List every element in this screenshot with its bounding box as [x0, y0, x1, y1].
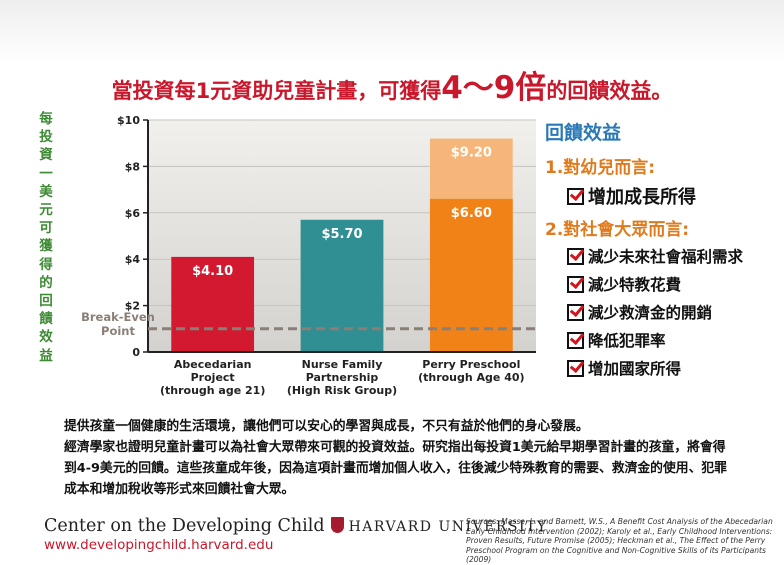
benefits-title: 回饋效益	[545, 122, 622, 144]
checkbox-checked-icon	[567, 247, 584, 265]
benefit-item-label: 減少未來社會福利需求	[588, 248, 744, 266]
title-part2: 的回饋效益。	[546, 79, 673, 103]
benefit-item: 減少未來社會福利需求	[567, 245, 743, 267]
x-category-label: (High Risk Group)	[287, 384, 397, 397]
break-even-label: Point	[101, 324, 135, 338]
x-category-label: (through age 21)	[160, 384, 265, 397]
x-category-label: Partnership	[306, 371, 379, 384]
benefit-item-label: 增加國家所得	[588, 360, 682, 378]
y-tick-label: $10	[117, 114, 140, 127]
checkbox-checked-icon	[567, 275, 584, 293]
bar-chart: 0 $2 $4 $6 $8 $10 $4.10 $5.70 $9.20 $6.60 Break-Ev…	[81, 114, 536, 397]
university-name: HARVARD UNIVERSITY	[348, 519, 548, 535]
checkbox-checked-icon	[567, 303, 584, 321]
checkbox-checked-icon	[567, 359, 584, 377]
x-category-label: (through Age 40)	[418, 371, 524, 384]
benefit-item: 降低犯罪率	[567, 329, 743, 351]
footer-branding: Center on the Developing Child HARVARD UN…	[44, 516, 548, 553]
x-category-label: Perry Preschool	[422, 358, 520, 371]
bar	[300, 219, 384, 352]
title-highlight: 4～9倍	[441, 70, 547, 106]
benefit-item-label: 減少救濟金的開銷	[588, 304, 713, 322]
bar-value-label: $9.20	[451, 146, 492, 161]
checkbox-checked-icon	[567, 187, 584, 205]
benefit-item: 增加國家所得	[567, 357, 743, 379]
benefit-item-label: 增加成長所得	[588, 187, 696, 208]
benefit-item: 增加成長所得	[567, 183, 743, 209]
body-paragraph: 經濟學家也證明兒童計畫可以為社會大眾帶來可觀的投資效益。研究指出每投資1美元給早…	[64, 440, 727, 497]
benefits-panel: 回饋效益 1.對幼兒而言: 增加成長所得 2.對社會大眾而言: 減少未來社會福利…	[545, 118, 743, 385]
y-tick-label: 0	[132, 346, 140, 359]
title-part1: 當投資每1元資助兒童計畫，可獲得	[111, 79, 442, 103]
y-axis-title: 每投資一美元可獲得的回饋效益	[39, 111, 53, 364]
website-url: www.developingchild.harvard.edu	[44, 537, 274, 553]
benefit-item: 減少特教花費	[567, 273, 743, 295]
sources-note: Sources: Masse, L. and Barnett, W.S., A …	[466, 517, 773, 564]
x-category-label: Nurse Family	[302, 358, 383, 371]
bar-value-label: $6.60	[451, 206, 492, 221]
benefit-item-label: 降低犯罪率	[588, 332, 666, 350]
x-category-label: Project	[191, 371, 235, 384]
header-band	[0, 0, 784, 62]
harvard-shield-icon	[330, 517, 344, 533]
bar-value-label: $4.10	[192, 264, 233, 279]
bar	[171, 256, 255, 352]
page-title: 當投資每1元資助兒童計畫，可獲得4～9倍的回饋效益。	[0, 62, 784, 107]
body-paragraph: 提供孩童一個健康的生活環境，讓他們可以安心的學習與成長，不只有益於他們的身心發展…	[64, 419, 589, 434]
y-tick-label: $8	[125, 160, 140, 173]
benefit-item-label: 減少特教花費	[588, 276, 682, 294]
org-name: Center on the Developing Child	[44, 516, 325, 536]
bar-value-label: $5.70	[321, 227, 362, 242]
benefit-section-heading: 1.對幼兒而言:	[545, 158, 656, 178]
benefit-section-heading: 2.對社會大眾而言:	[545, 220, 690, 240]
break-even-label: Break-Even	[81, 310, 155, 324]
y-tick-label: $4	[125, 253, 141, 266]
benefit-item: 減少救濟金的開銷	[567, 301, 743, 323]
y-tick-label: $6	[125, 207, 141, 220]
y-tick-label: $2	[125, 300, 140, 313]
org-line: Center on the Developing Child HARVARD UN…	[44, 516, 548, 536]
checkbox-checked-icon	[567, 331, 584, 349]
body-text: 提供孩童一個健康的生活環境，讓他們可以安心的學習與成長，不只有益於他們的身心發展…	[64, 416, 730, 500]
x-category-label: Abecedarian	[174, 358, 252, 371]
bar-segment	[429, 198, 513, 352]
